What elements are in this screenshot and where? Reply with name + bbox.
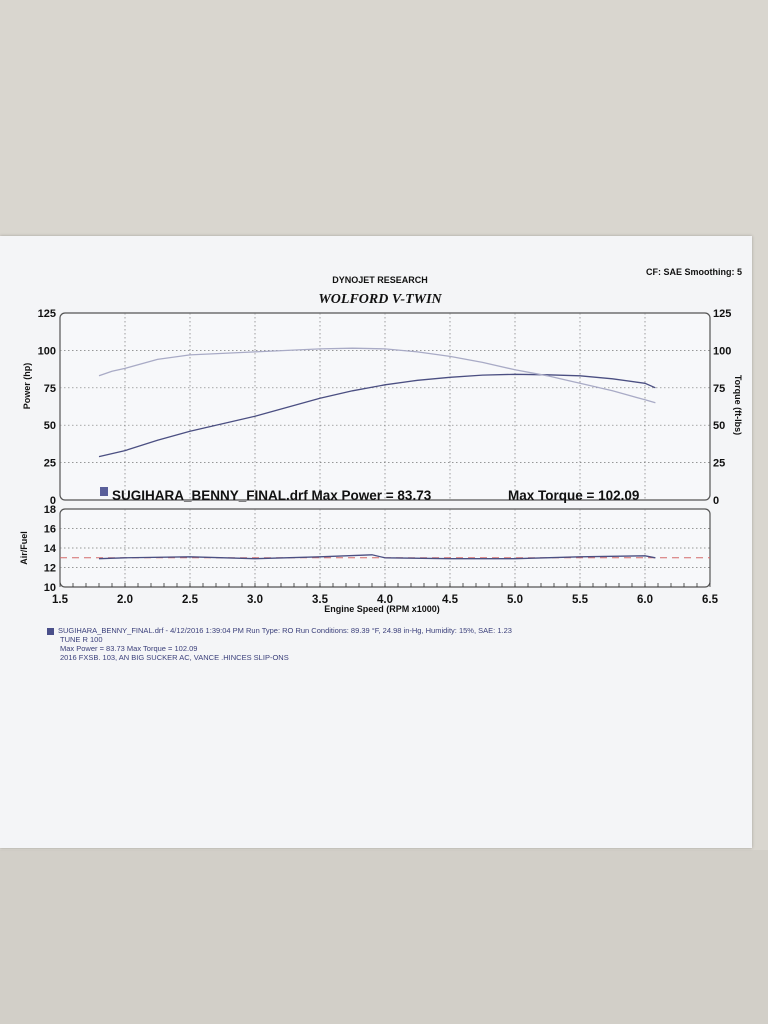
x-tick-label: 1.5 — [52, 594, 69, 606]
afr-curve — [98, 554, 656, 560]
max-values-line: Max Power = 83.73 Max Torque = 102.09 — [60, 644, 198, 653]
y2-tick-label: 0 — [713, 495, 719, 507]
table-surface — [0, 850, 768, 1024]
run-swatch — [47, 627, 54, 635]
legend-swatch — [100, 487, 108, 496]
bike-description: 2016 FXSB. 103, AN BIG SUCKER AC, VANCE … — [60, 653, 289, 662]
x-tick-label: 4.5 — [442, 594, 459, 606]
y-tick-label: 16 — [44, 524, 56, 536]
y2-tick-label: 25 — [713, 458, 725, 470]
x-tick-label: 5.5 — [572, 594, 589, 606]
y2-tick-label: 75 — [713, 383, 725, 395]
y-tick-label: 18 — [44, 504, 56, 516]
x-tick-label: 3.0 — [247, 594, 263, 606]
legend-run-label: SUGIHARA_BENNY_FINAL.drf Max Power = 83.… — [112, 488, 432, 503]
y-tick-label: 75 — [44, 383, 56, 395]
x-tick-label: 6.5 — [702, 594, 719, 606]
legend-torque-label: Max Torque = 102.09 — [508, 488, 639, 503]
y-tick-label: 10 — [44, 582, 56, 594]
y-tick-label: 0 — [50, 495, 56, 507]
y-tick-label: 100 — [38, 345, 56, 357]
tune-line: TUNE R 100 — [60, 635, 103, 644]
y2-tick-label: 100 — [713, 345, 731, 357]
y-tick-label: 14 — [44, 543, 57, 555]
x-tick-label: 5.0 — [507, 594, 523, 606]
x-tick-label: 3.5 — [312, 594, 329, 606]
company-label: DYNOJET RESEARCH — [332, 275, 428, 285]
run-details: SUGIHARA_BENNY_FINAL.drf - 4/12/2016 1:3… — [58, 626, 512, 635]
x-tick-label: 6.0 — [637, 594, 653, 606]
y-axis-label: Power (hp) — [22, 363, 32, 410]
y-tick-label: 50 — [44, 420, 56, 432]
x-tick-label: 2.5 — [182, 594, 199, 606]
y-tick-label: 25 — [44, 458, 56, 470]
settings-label: CF: SAE Smoothing: 5 — [646, 267, 742, 277]
afr-axis-label: Air/Fuel — [19, 531, 29, 565]
torque-curve — [98, 347, 656, 404]
y-tick-label: 125 — [38, 308, 56, 320]
y2-tick-label: 125 — [713, 308, 731, 320]
run-notes: SUGIHARA_BENNY_FINAL.drf - 4/12/2016 1:3… — [47, 626, 512, 662]
chart-title: WOLFORD V-TWIN — [318, 292, 442, 307]
y-tick-label: 12 — [44, 563, 56, 575]
x-tick-label: 4.0 — [377, 594, 393, 606]
x-tick-label: 2.0 — [117, 594, 133, 606]
y2-tick-label: 50 — [713, 420, 725, 432]
x-axis-label: Engine Speed (RPM x1000) — [324, 604, 440, 614]
y2-axis-label: Torque (ft-lbs) — [733, 375, 743, 435]
power-curve — [98, 373, 656, 458]
